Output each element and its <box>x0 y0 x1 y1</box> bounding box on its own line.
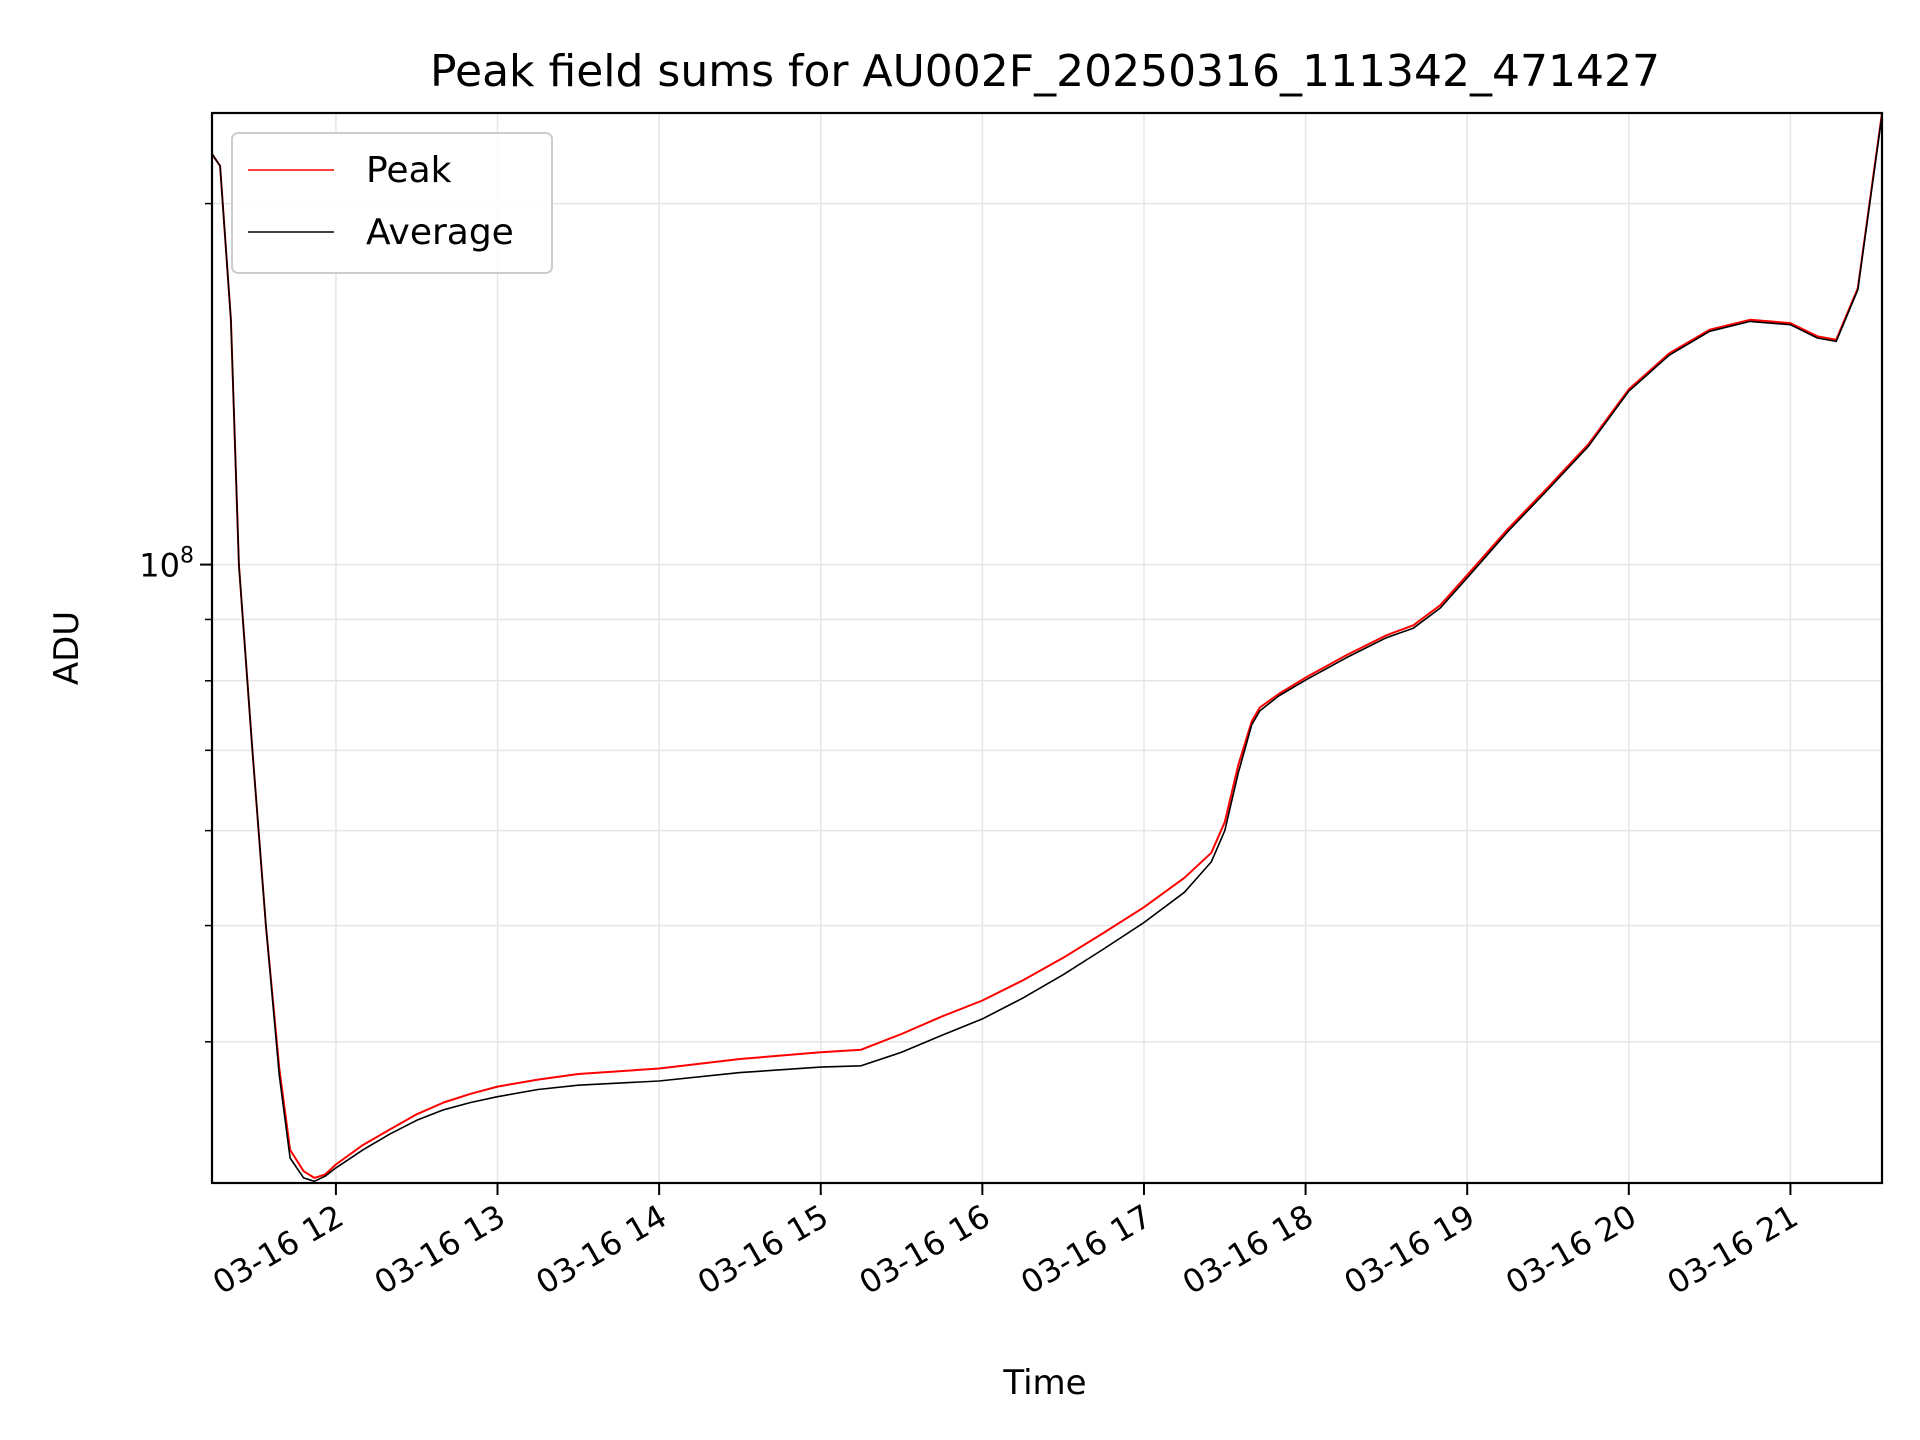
axes: 03-16 12 03-16 13 03-16 14 03-16 15 03-16 16… <box>139 202 1805 1302</box>
legend: Peak Average <box>231 132 553 274</box>
chart-title: Peak field sums for AU002F_20250316_1113… <box>430 46 1660 97</box>
x-tick-label: 03-16 21 <box>1661 1197 1805 1302</box>
x-tick-label: 03-16 18 <box>1176 1197 1320 1302</box>
x-tick-label: 03-16 14 <box>530 1197 674 1302</box>
x-tick-label: 03-16 13 <box>368 1197 512 1302</box>
x-tick-label: 03-16 17 <box>1014 1197 1158 1302</box>
x-tick-label: 03-16 19 <box>1338 1197 1482 1302</box>
x-axis-label: Time <box>1002 1363 1086 1403</box>
x-tick-label: 03-16 15 <box>691 1197 835 1302</box>
x-tick-label: 03-16 16 <box>853 1197 997 1302</box>
legend-label-peak: Peak <box>366 150 452 191</box>
legend-label-average: Average <box>366 212 514 253</box>
x-tick-label: 03-16 20 <box>1499 1197 1643 1302</box>
plot-frame <box>210 111 1884 1185</box>
y-tick-label: 108 <box>139 544 194 585</box>
x-tick-label: 03-16 12 <box>206 1197 350 1302</box>
y-axis-label: ADU <box>47 611 87 685</box>
grid <box>212 113 1882 1183</box>
series-layer <box>211 112 1883 1183</box>
series-line-peak <box>211 112 1883 1179</box>
legend-box <box>231 132 553 274</box>
series-line-average <box>211 115 1883 1183</box>
